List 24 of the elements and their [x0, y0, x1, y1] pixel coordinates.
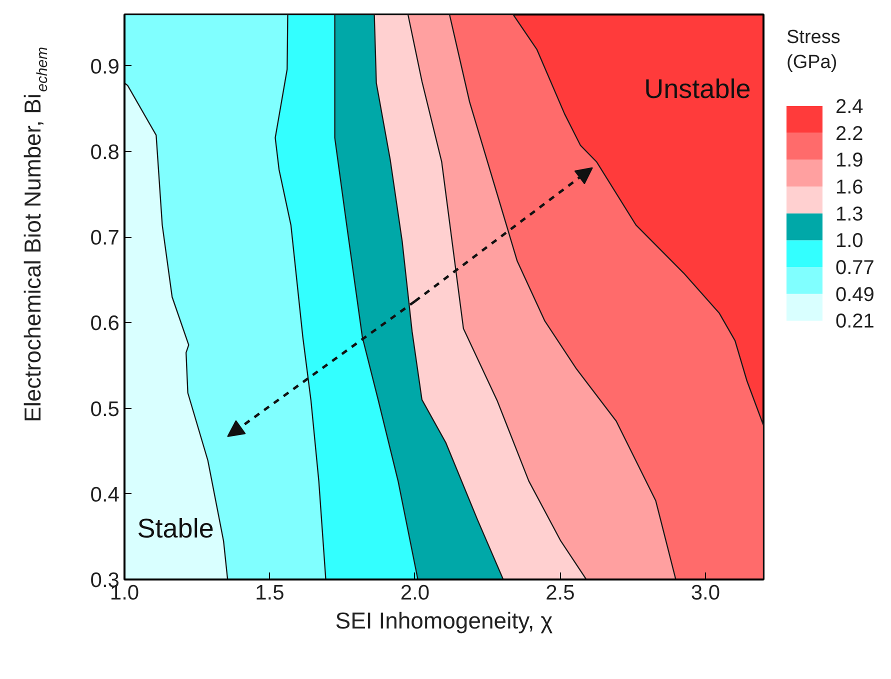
x-tick-label: 3.0 — [690, 582, 720, 604]
color-bar-label: 2.2 — [836, 122, 864, 145]
y-axis-title: Electrochemical Biot Number, Biechem — [20, 46, 51, 422]
color-bar-label: 1.0 — [836, 230, 864, 252]
x-tick-label: 2.5 — [546, 582, 575, 604]
color-bar-label: 1.3 — [836, 203, 864, 226]
color-bar-label: 1.9 — [836, 150, 864, 172]
color-bar-title: Stress (GPa) — [786, 26, 840, 74]
x-tick-label: 1.5 — [255, 582, 284, 604]
y-tick-label: 0.9 — [90, 55, 120, 78]
color-bar-label: 2.4 — [836, 96, 864, 118]
y-tick-label: 0.8 — [90, 140, 120, 164]
y-tick-label: 0.5 — [90, 398, 120, 421]
x-axis-title: SEI Inhomogeneity, χ — [335, 608, 553, 634]
y-tick-label: 0.7 — [90, 226, 120, 250]
color-bar-label: 0.77 — [836, 257, 874, 280]
y-tick-label: 0.4 — [90, 483, 120, 506]
y-tick-label: 0.6 — [90, 312, 120, 336]
color-bar-label: 0.21 — [836, 310, 874, 333]
annotation: Stable — [137, 514, 214, 544]
annotation: Unstable — [644, 74, 751, 104]
color-bar-label: 1.6 — [836, 176, 864, 199]
color-bar-label: 0.49 — [836, 284, 874, 306]
x-tick-label: 2.0 — [400, 582, 430, 604]
